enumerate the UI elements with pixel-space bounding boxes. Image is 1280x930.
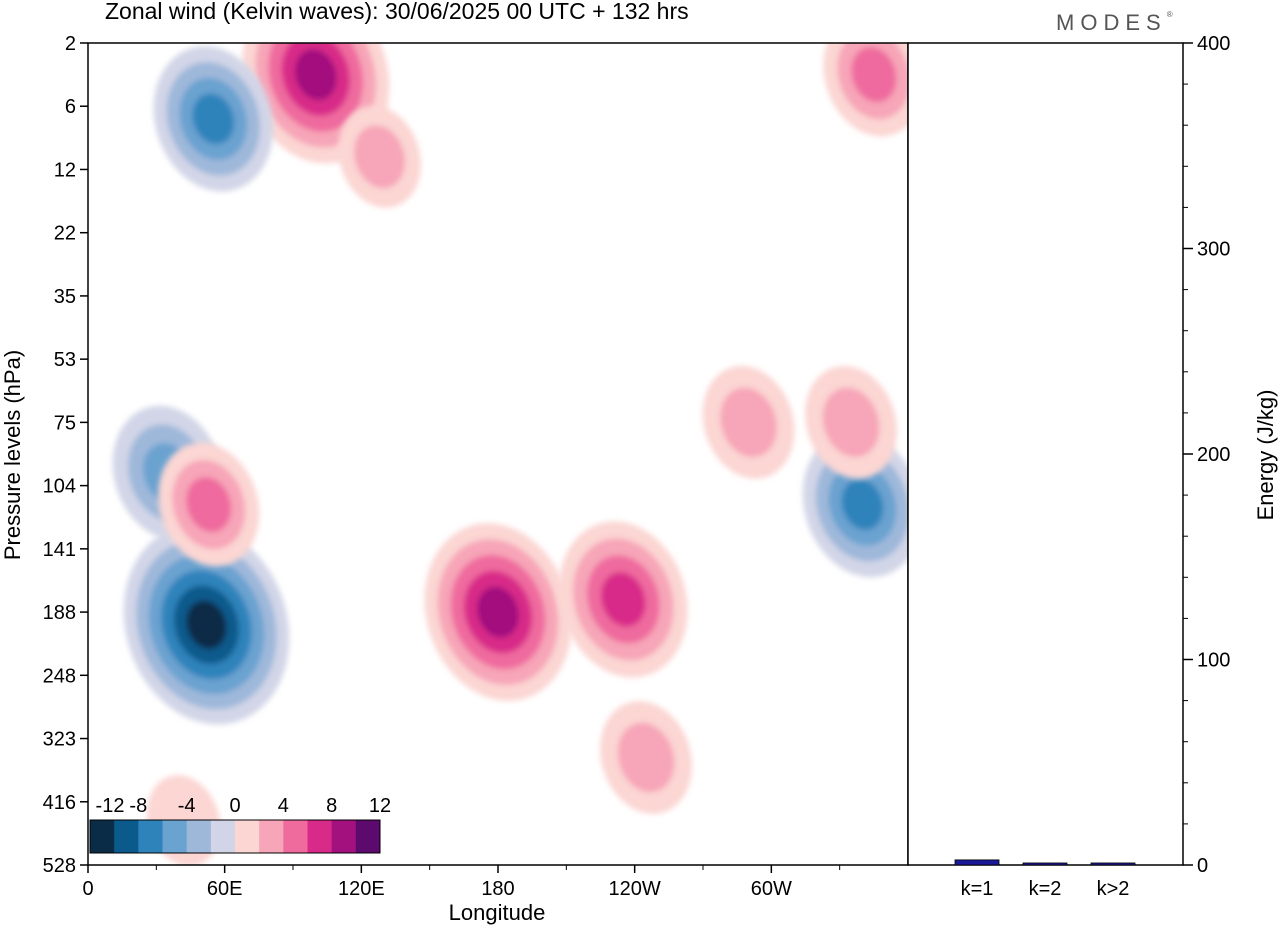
contour-level bbox=[617, 722, 675, 793]
x-tick-label: 120W bbox=[609, 878, 661, 900]
contour-level bbox=[720, 387, 777, 458]
y-tick-label: 75 bbox=[54, 412, 76, 434]
x-tick-label: 120E bbox=[338, 878, 385, 900]
colorbar-swatch bbox=[283, 820, 308, 853]
contour-level bbox=[186, 600, 227, 649]
colorbar-label: -8 bbox=[129, 795, 147, 817]
brand-mark: ® bbox=[1166, 10, 1173, 19]
heatmap-field bbox=[112, 43, 908, 865]
x-tick-label: 0 bbox=[82, 878, 93, 900]
y-tick-label: 35 bbox=[54, 286, 76, 308]
wind-anomaly-westerly-11 bbox=[600, 701, 692, 814]
x-tick-label: 60W bbox=[751, 878, 792, 900]
brand-name: MODES bbox=[1056, 10, 1167, 35]
x-tick-label: 60E bbox=[207, 878, 243, 900]
wind-anomaly-westerly-5 bbox=[158, 442, 260, 567]
colorbar-swatch bbox=[90, 820, 115, 853]
energy-category-label: k=2 bbox=[1029, 878, 1062, 900]
energy-panel-frame bbox=[907, 42, 1184, 866]
y-tick-label: 323 bbox=[43, 729, 76, 751]
colorbar-swatch bbox=[186, 820, 212, 853]
contour-level bbox=[477, 586, 519, 638]
colorbar-label: 0 bbox=[229, 795, 240, 817]
y-tick-label: 53 bbox=[54, 349, 76, 371]
colorbar-swatch bbox=[162, 820, 188, 853]
energy-tick-label: 300 bbox=[1197, 239, 1230, 261]
y-tick-label: 12 bbox=[54, 159, 76, 181]
wind-anomaly-westerly-13 bbox=[338, 105, 421, 208]
wind-anomaly-westerly-6 bbox=[702, 365, 795, 479]
colorbar-swatch bbox=[114, 820, 139, 853]
y-tick-label: 188 bbox=[43, 602, 76, 624]
contour-level bbox=[294, 49, 337, 101]
energy-tick-label: 0 bbox=[1197, 855, 1208, 877]
wind-anomaly-easterly-9 bbox=[153, 46, 273, 192]
y-tick-label: 248 bbox=[43, 665, 76, 687]
colorbar-swatch bbox=[259, 820, 284, 853]
energy-category-label: k=1 bbox=[961, 878, 994, 900]
energy-bar bbox=[1022, 862, 1068, 866]
wind-anomaly-westerly-7 bbox=[805, 365, 897, 479]
y-tick-label: 528 bbox=[43, 855, 76, 877]
contour-level bbox=[192, 93, 235, 145]
x-axis-label: Longitude bbox=[448, 900, 546, 925]
colorbar-swatch bbox=[210, 820, 236, 853]
wind-anomaly-easterly-0 bbox=[123, 525, 290, 725]
wind-anomaly-westerly-1 bbox=[424, 523, 572, 701]
contour-level bbox=[354, 125, 405, 189]
brand-logo: MODES® bbox=[1056, 10, 1173, 36]
energy-tick-label: 200 bbox=[1197, 444, 1230, 466]
y-tick-label: 104 bbox=[43, 476, 76, 498]
x-tick-label: 180 bbox=[481, 878, 514, 900]
colorbar: -12 -8 -4 0 4 8 12 bbox=[89, 795, 391, 854]
chart-title: Zonal wind (Kelvin waves): 30/06/2025 00… bbox=[105, 0, 689, 24]
y-tick-label: 6 bbox=[65, 96, 76, 118]
energy-tick-label: 100 bbox=[1197, 650, 1230, 672]
y-tick-label: 22 bbox=[54, 223, 76, 245]
colorbar-swatch bbox=[331, 820, 357, 853]
colorbar-swatch bbox=[138, 820, 163, 853]
colorbar-swatch bbox=[355, 820, 381, 853]
colorbar-label: -4 bbox=[178, 795, 196, 817]
energy-bar bbox=[954, 859, 1000, 866]
contour-level bbox=[822, 387, 880, 458]
colorbar-swatch bbox=[235, 820, 260, 853]
y-tick-label: 416 bbox=[43, 792, 76, 814]
colorbar-label: -12 bbox=[96, 795, 125, 817]
contour-level bbox=[186, 477, 232, 533]
energy-category-label: k>2 bbox=[1097, 878, 1130, 900]
wind-anomaly-westerly-2 bbox=[558, 521, 688, 678]
y-tick-label: 2 bbox=[65, 33, 76, 55]
y-tick-label: 141 bbox=[43, 539, 76, 561]
colorbar-label: 4 bbox=[278, 795, 289, 817]
contour-level bbox=[841, 479, 884, 530]
colorbar-label: 12 bbox=[369, 795, 391, 817]
energy-bar bbox=[1090, 862, 1136, 866]
colorbar-swatch bbox=[307, 820, 333, 853]
colorbar-label: 8 bbox=[326, 795, 337, 817]
colorbar-frame bbox=[89, 819, 381, 854]
energy-tick-label: 400 bbox=[1197, 33, 1230, 55]
contour-level bbox=[600, 572, 646, 627]
contour-level bbox=[851, 47, 897, 103]
